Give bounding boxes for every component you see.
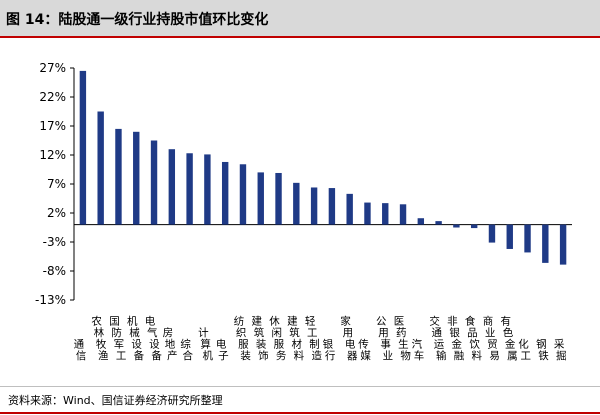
bar <box>488 224 496 243</box>
bar <box>150 140 158 225</box>
category-label: 国防军工 <box>109 316 126 363</box>
category-label: 商业贸易 <box>483 315 500 363</box>
bar <box>346 193 353 225</box>
category-label: 非银金融 <box>447 316 465 363</box>
bar <box>417 218 425 225</box>
category-label: 机械设备 <box>127 315 145 363</box>
category-label: 计算机 <box>198 326 213 362</box>
bar <box>133 131 140 225</box>
bar <box>399 204 407 225</box>
category-label: 电子 <box>216 338 229 363</box>
bottom-rule <box>0 412 600 414</box>
footer-divider <box>0 386 600 387</box>
category-label: 医药生物 <box>394 316 411 363</box>
category-label: 食品饮料 <box>465 315 483 363</box>
bar <box>257 172 264 225</box>
figure-header: 图 14：陆股通一级行业持股市值环比变化 <box>0 0 600 38</box>
bar <box>97 111 104 225</box>
category-label: 纺织服装 <box>234 315 252 363</box>
y-tick-label: 22% <box>39 90 66 104</box>
bar <box>168 149 176 225</box>
y-tick-label: -3% <box>43 235 66 249</box>
category-label: 建筑装饰 <box>252 315 269 363</box>
category-label: 公用事业 <box>376 316 393 363</box>
bar <box>542 224 549 263</box>
bar-chart: -13% -8% -3% 2% 7% 12% 17% 22% 27% 通信农林牧渔国防军工机械设备… <box>35 61 572 363</box>
bar <box>221 161 229 225</box>
bar <box>79 70 87 225</box>
y-tick-label: 2% <box>47 206 66 220</box>
bar <box>115 128 122 225</box>
category-label: 银行 <box>323 338 336 363</box>
category-label: 有色金属 <box>501 315 518 363</box>
category-label: 综合 <box>180 338 193 363</box>
bar <box>364 202 371 225</box>
bar <box>328 188 336 225</box>
bar <box>186 153 193 225</box>
category-label: 钢铁 <box>536 338 549 363</box>
bar <box>453 224 460 228</box>
bar <box>310 187 318 225</box>
bar <box>293 182 300 225</box>
y-tick-label: 17% <box>39 119 66 133</box>
y-tick-label: 7% <box>47 177 66 191</box>
bar <box>382 203 389 225</box>
y-tick-label: -8% <box>43 264 66 278</box>
bar <box>435 221 442 225</box>
y-tick-label: 12% <box>39 148 66 162</box>
category-label: 交通运输 <box>429 315 447 363</box>
category-label: 电气设备 <box>145 315 163 363</box>
y-tick-label: -13% <box>35 293 66 307</box>
category-label: 房地产 <box>163 326 178 362</box>
category-label: 汽车 <box>412 338 425 363</box>
category-label: 采掘 <box>554 339 567 363</box>
category-label: 农林牧渔 <box>91 315 108 363</box>
bar <box>239 164 247 225</box>
bar <box>559 224 567 265</box>
figure-title: 图 14：陆股通一级行业持股市值环比变化 <box>6 12 269 28</box>
category-label: 传媒 <box>358 339 371 363</box>
bar <box>524 224 531 253</box>
source-note: 资料来源：Wind、国信证券经济研究所整理 <box>8 394 223 407</box>
category-label: 通信 <box>74 339 87 363</box>
category-label: 化工 <box>518 338 531 363</box>
category-label: 建筑材料 <box>287 315 305 363</box>
bar <box>204 154 211 225</box>
bar <box>506 224 513 249</box>
bar <box>470 224 478 229</box>
y-tick-label: 27% <box>39 61 66 75</box>
bar <box>275 172 282 225</box>
category-label: 家用电器 <box>340 315 358 363</box>
category-label: 轻工制造 <box>305 315 323 363</box>
category-label: 休闲服务 <box>269 316 287 363</box>
